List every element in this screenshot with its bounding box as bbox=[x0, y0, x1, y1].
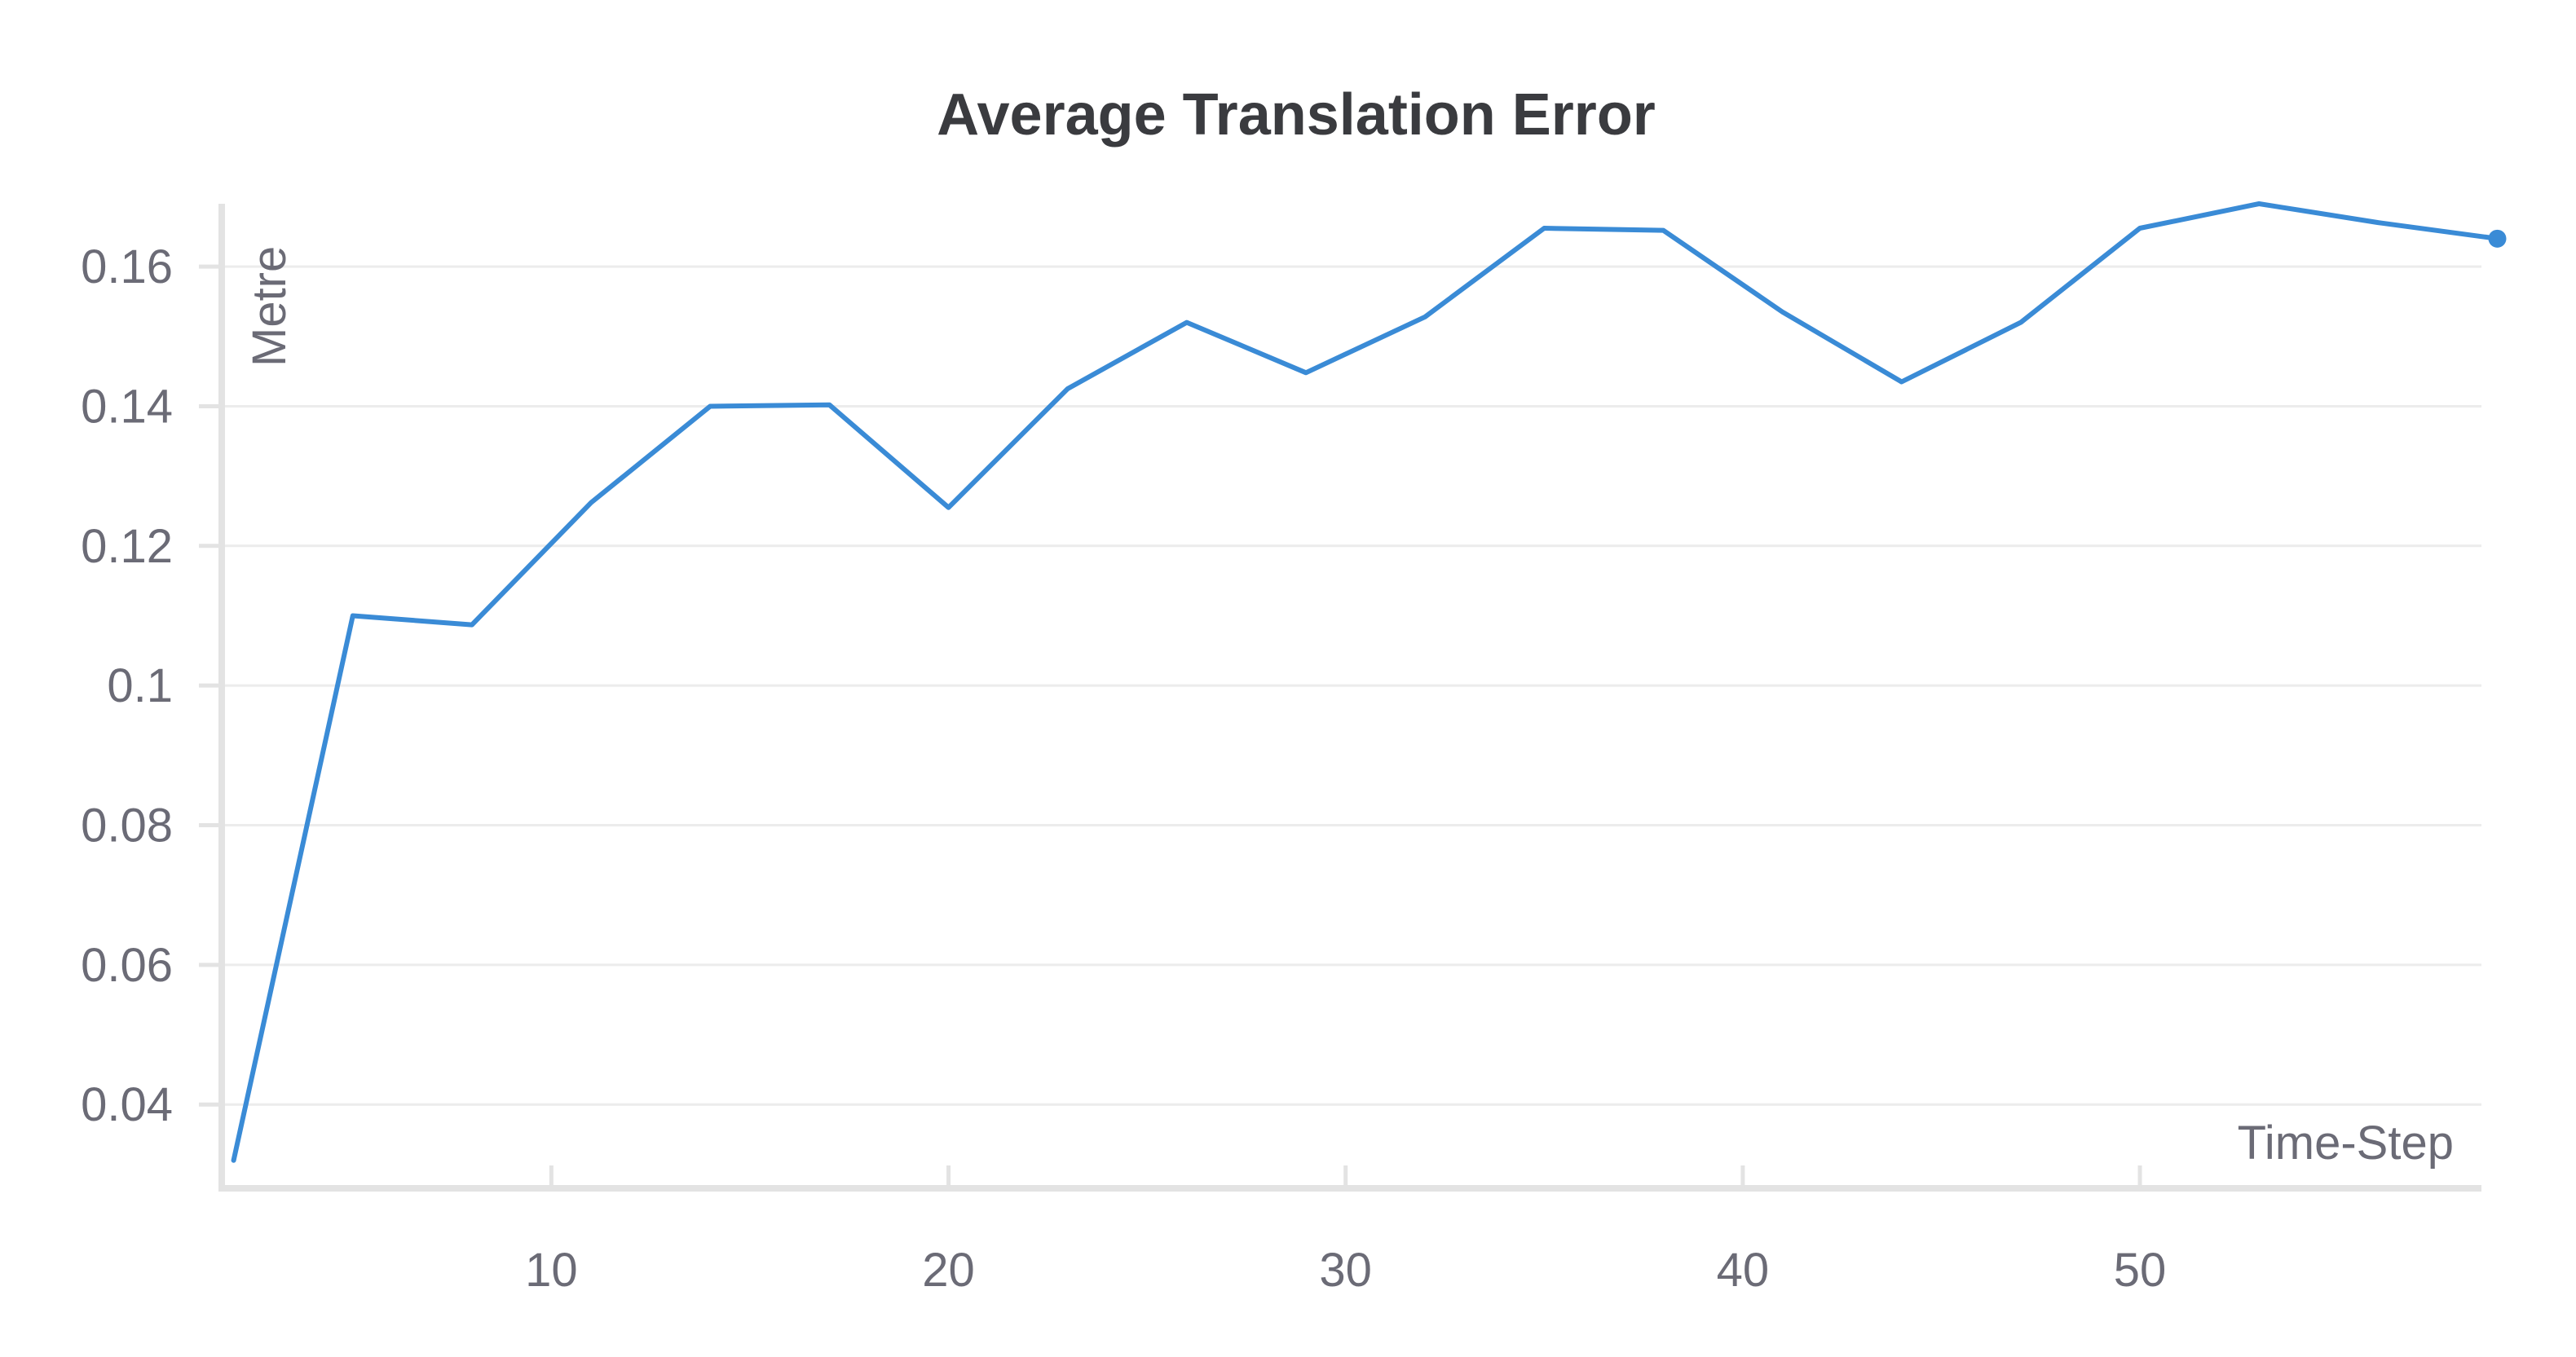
data-point bbox=[351, 613, 355, 618]
data-point bbox=[946, 505, 951, 510]
x-tick-label: 10 bbox=[525, 1244, 578, 1297]
data-point bbox=[708, 403, 712, 408]
data-point bbox=[827, 403, 831, 408]
x-axis-label: Time-Step bbox=[2238, 1117, 2454, 1170]
y-axis-label: Metre bbox=[243, 246, 296, 367]
data-point bbox=[1542, 226, 1546, 231]
data-point bbox=[470, 623, 474, 628]
series-layer bbox=[231, 201, 2507, 1163]
y-tick-label: 0.16 bbox=[81, 240, 173, 293]
data-point bbox=[589, 500, 593, 505]
data-point bbox=[1780, 310, 1785, 315]
data-point bbox=[232, 1158, 236, 1163]
data-point bbox=[1661, 228, 1665, 233]
data-point bbox=[2018, 320, 2023, 325]
chart-title: Average Translation Error bbox=[937, 82, 1656, 148]
series-endpoint-marker bbox=[2488, 229, 2507, 248]
series-line bbox=[231, 201, 2500, 1163]
grid-lines bbox=[222, 265, 2481, 1106]
x-tick-label: 50 bbox=[2114, 1244, 2167, 1297]
y-tick-label: 0.08 bbox=[81, 799, 173, 852]
data-point bbox=[1303, 370, 1308, 375]
data-point bbox=[2256, 201, 2261, 206]
data-point bbox=[2375, 220, 2380, 225]
data-point bbox=[1899, 379, 1904, 384]
y-tick-label: 0.06 bbox=[81, 939, 173, 992]
data-point bbox=[1423, 315, 1427, 319]
x-tick-label: 40 bbox=[1717, 1244, 1770, 1297]
axes: 0.04 0.06 0.08 0.1 0.12 0.14 0.16 10 20 30 40 50 bbox=[81, 204, 2481, 1297]
x-tick-label: 30 bbox=[1319, 1244, 1372, 1297]
data-point bbox=[2137, 226, 2142, 231]
data-point bbox=[1065, 386, 1070, 391]
x-tick-label: 20 bbox=[922, 1244, 975, 1297]
y-tick-label: 0.1 bbox=[107, 659, 173, 712]
y-tick-label: 0.04 bbox=[81, 1078, 173, 1131]
y-tick-label: 0.12 bbox=[81, 520, 173, 573]
y-tick-label: 0.14 bbox=[81, 380, 173, 433]
data-point bbox=[1184, 320, 1189, 325]
